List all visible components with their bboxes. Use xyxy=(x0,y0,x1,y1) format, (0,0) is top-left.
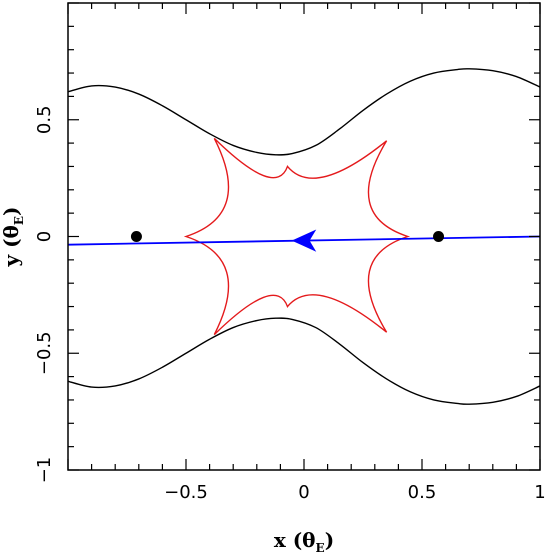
y-tick-label: −0.5 xyxy=(34,331,55,375)
labels-layer: −0.5 0 0.5 1 −1 −0.5 0 0.5 x (θE) y (θE) xyxy=(0,105,545,555)
x-tick-label: −0.5 xyxy=(164,482,208,503)
y-tick-label: 0.5 xyxy=(34,105,55,134)
curves-layer xyxy=(68,68,540,405)
x-axis-title: x (θE) xyxy=(274,528,334,555)
x-tick-label: 1 xyxy=(534,482,545,503)
x-tick-label: 0.5 xyxy=(408,482,437,503)
critical-curve-upper xyxy=(68,68,540,156)
trajectory-arrow xyxy=(291,229,317,252)
y-axis-title: y (θE) xyxy=(0,206,26,267)
y-tick-label: 0 xyxy=(34,231,55,242)
x-tick-label: 0 xyxy=(298,482,309,503)
lens-point-1 xyxy=(130,231,142,242)
critical-curve-lower xyxy=(68,317,540,405)
lens-point-2 xyxy=(433,231,445,242)
frame-layer xyxy=(67,2,541,471)
y-tick-label: −1 xyxy=(34,457,55,484)
caustic-curve xyxy=(183,137,411,336)
